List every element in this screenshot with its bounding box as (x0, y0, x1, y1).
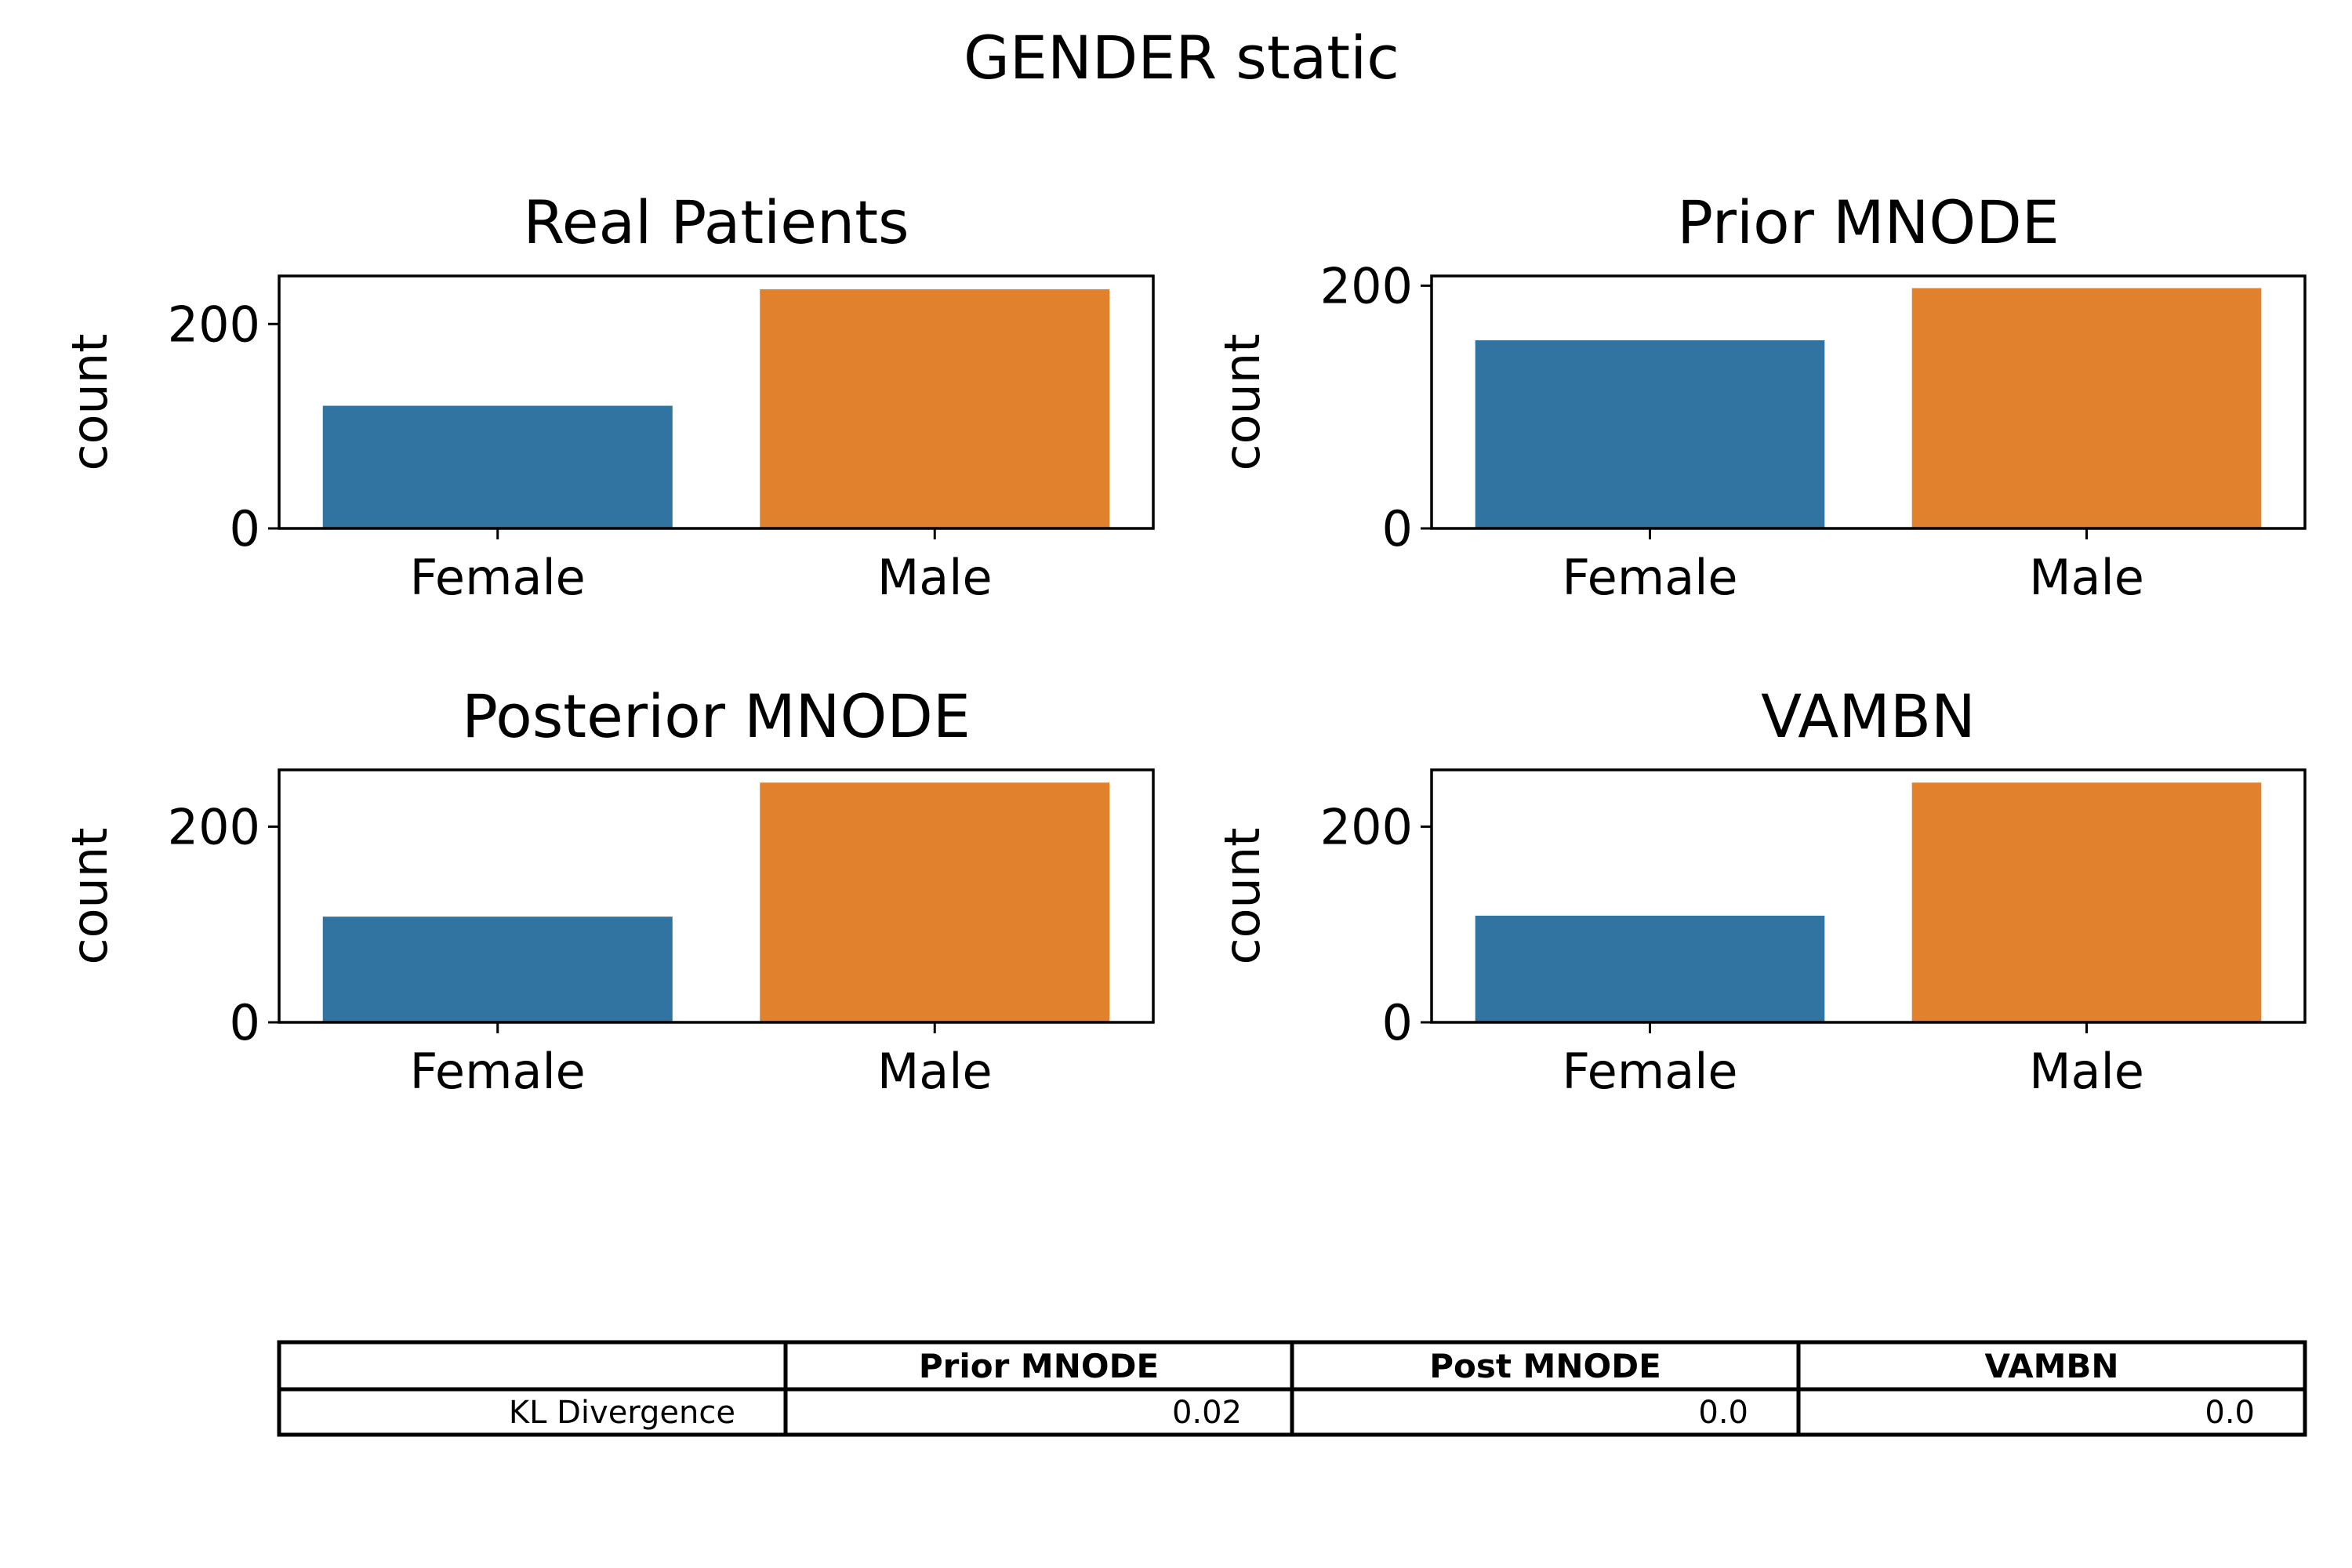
axes-frame (278, 768, 1155, 1024)
y-axis-label: count (1214, 828, 1271, 965)
subplot-title: VAMBN (1761, 681, 1976, 751)
subplot-3: Female Male 0 200 Posterior MNODE count (61, 681, 1155, 1100)
x-tick-label: Male (877, 549, 993, 606)
y-tick-label: 0 (230, 994, 260, 1051)
y-tick-label: 200 (1320, 257, 1413, 314)
kl-divergence-table: Prior MNODE Post MNODE VAMBN KL Divergence 0… (277, 1340, 2307, 1437)
y-tick-label: 0 (1382, 994, 1413, 1051)
table-header-cell: Prior MNODE (919, 1347, 1159, 1385)
y-tick-label: 0 (230, 500, 260, 557)
axes-frame (1430, 768, 2307, 1024)
x-tick-label: Female (1562, 549, 1737, 606)
table-cell: 0.0 (1698, 1395, 1748, 1431)
y-axis-label: count (61, 334, 118, 471)
bar-male (760, 782, 1110, 1022)
x-tick-label: Male (2029, 549, 2144, 606)
subplot-title: Posterior MNODE (462, 681, 971, 751)
bar-female (322, 916, 673, 1022)
table-cell: 0.0 (2205, 1395, 2255, 1431)
bar-male (1911, 288, 2262, 528)
y-tick-label: 200 (1320, 798, 1413, 855)
y-axis-label: count (61, 828, 118, 965)
table-header-cell: VAMBN (1984, 1347, 2118, 1385)
y-tick-label: 200 (168, 296, 260, 353)
x-tick-label: Male (877, 1043, 993, 1100)
subplot-2: Female Male 0 200 Prior MNODE count (1214, 187, 2307, 606)
axes-frame (278, 274, 1155, 530)
table-header-cell: Post MNODE (1429, 1347, 1661, 1385)
x-tick-label: Female (410, 1043, 586, 1100)
y-tick-label: 0 (1382, 500, 1413, 557)
bar-male (1911, 782, 2262, 1022)
charts: Female Male 0 200 Real Patients count Female Ma… (61, 187, 2307, 1100)
x-tick-label: Male (2029, 1043, 2144, 1100)
subplot-title: Real Patients (523, 187, 909, 257)
y-tick-label: 200 (168, 798, 260, 855)
axes-frame (1430, 274, 2307, 530)
table-row-label: KL Divergence (509, 1395, 735, 1431)
figure-title: GENDER static (964, 23, 1399, 93)
subplot-4: Female Male 0 200 VAMBN count (1214, 681, 2307, 1100)
x-tick-label: Female (410, 549, 586, 606)
bar-female (1475, 915, 1825, 1022)
subplot-1: Female Male 0 200 Real Patients count (61, 187, 1155, 606)
bar-female (322, 405, 673, 528)
x-tick-label: Female (1562, 1043, 1737, 1100)
bar-female (1475, 340, 1825, 528)
subplot-title: Prior MNODE (1677, 187, 2060, 257)
bar-male (760, 289, 1110, 528)
y-axis-label: count (1214, 334, 1271, 471)
table-cell: 0.02 (1172, 1395, 1242, 1431)
